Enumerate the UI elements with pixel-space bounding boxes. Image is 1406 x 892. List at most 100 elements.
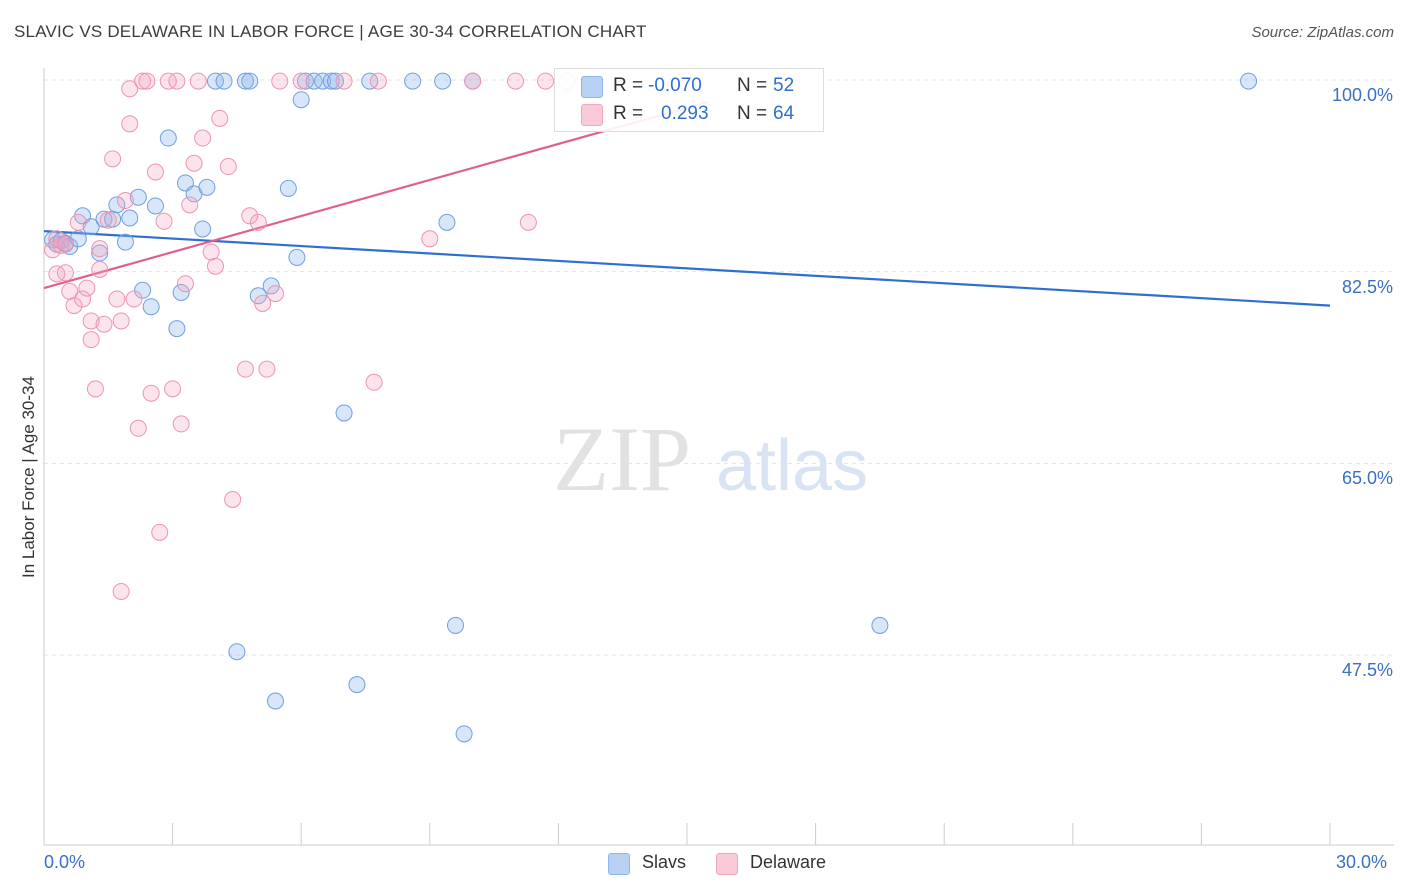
- delaware-point: [172, 415, 190, 433]
- y-axis-title: In Labor Force | Age 30-34: [19, 376, 38, 578]
- delaware-point: [95, 315, 113, 333]
- slavs-point: [322, 72, 340, 90]
- slavs-point: [249, 287, 267, 305]
- delaware-legend-label: Delaware: [750, 852, 827, 872]
- slavs-point: [146, 197, 164, 215]
- slavs-point: [266, 692, 284, 710]
- slavs-n-label: N =: [737, 75, 768, 96]
- slavs-point: [262, 277, 280, 295]
- y-tick-label: 100.0%: [1331, 85, 1393, 105]
- watermark-atlas: atlas: [716, 426, 868, 506]
- slavs-point: [434, 72, 452, 90]
- x-tick-label-max: 30.0%: [1336, 852, 1388, 872]
- slavs-point: [326, 72, 344, 90]
- delaware-r-label: R =: [613, 103, 644, 124]
- delaware-point: [365, 373, 383, 391]
- delaware-points: [44, 72, 576, 600]
- delaware-point: [254, 294, 272, 312]
- delaware-point: [74, 290, 92, 308]
- delaware-n-label: N =: [737, 103, 768, 124]
- delaware-point: [82, 331, 100, 349]
- trend-lines: [43, 100, 1331, 307]
- slavs-point: [335, 404, 353, 422]
- slavs-point: [168, 320, 186, 338]
- delaware-point: [134, 72, 152, 90]
- delaware-point: [146, 163, 164, 181]
- delaware-point: [211, 109, 229, 127]
- delaware-point: [194, 129, 212, 147]
- delaware-point: [202, 243, 220, 261]
- delaware-point: [168, 72, 186, 90]
- slavs-point: [116, 233, 134, 251]
- delaware-point: [421, 230, 439, 248]
- slavs-point: [82, 218, 100, 236]
- delaware-point: [69, 213, 87, 231]
- stats-legend: R = -0.070 N = 52 R = 0.293 N = 64: [554, 68, 824, 132]
- delaware-r-value: 0.293: [661, 103, 709, 124]
- delaware-point: [369, 72, 387, 90]
- delaware-point: [121, 115, 139, 133]
- slavs-point: [438, 213, 456, 231]
- slavs-point: [1240, 72, 1258, 90]
- slavs-point: [129, 188, 147, 206]
- y-tick-label: 47.5%: [1341, 660, 1393, 680]
- legend-row-slavs: R = -0.070 N = 52: [555, 73, 823, 101]
- slavs-point: [134, 281, 152, 299]
- slavs-point: [241, 72, 259, 90]
- slavs-point: [296, 72, 314, 90]
- x-tick-label-min: 0.0%: [44, 852, 86, 872]
- slavs-point: [348, 676, 366, 694]
- delaware-point: [507, 72, 525, 90]
- y-tick-label: 65.0%: [1341, 468, 1393, 489]
- delaware-point: [537, 72, 555, 90]
- delaware-point: [82, 312, 100, 330]
- delaware-point: [258, 360, 276, 378]
- delaware-point: [185, 154, 203, 172]
- delaware-point: [44, 241, 62, 259]
- slavs-point: [288, 248, 306, 266]
- delaware-point: [189, 72, 207, 90]
- slavs-point: [447, 616, 465, 634]
- delaware-point: [91, 260, 109, 278]
- slavs-r-label: R =: [613, 75, 644, 96]
- slavs-n-value: 52: [773, 75, 795, 96]
- chart-title: SLAVIC VS DELAWARE IN LABOR FORCE | AGE …: [14, 22, 647, 41]
- delaware-point: [91, 240, 109, 258]
- delaware-legend-swatch: [716, 853, 738, 875]
- slavs-point: [314, 72, 332, 90]
- slavs-point: [142, 298, 160, 316]
- delaware-point: [56, 235, 74, 253]
- delaware-point: [112, 312, 130, 330]
- slavs-point: [305, 72, 323, 90]
- delaware-point: [104, 150, 122, 168]
- delaware-swatch: [581, 104, 603, 126]
- delaware-point: [86, 380, 104, 398]
- delaware-point: [335, 72, 353, 90]
- slavs-point: [206, 72, 224, 90]
- delaware-point: [48, 265, 66, 283]
- slavs-point: [871, 616, 889, 634]
- delaware-point: [241, 207, 259, 225]
- watermark-zip: ZIP: [553, 408, 691, 510]
- source-label: Source: ZipAtlas.com: [1251, 24, 1394, 41]
- y-tick-label: 82.5%: [1341, 276, 1393, 297]
- delaware-point: [266, 285, 284, 303]
- slavs-point: [194, 220, 212, 238]
- delaware-point: [219, 158, 237, 176]
- slavs-r-value: -0.070: [648, 75, 702, 96]
- delaware-point: [155, 212, 173, 230]
- legend-row-delaware: R = 0.293 N = 64: [555, 101, 823, 129]
- slavs-point: [121, 209, 139, 227]
- slavs-trend-line: [43, 230, 1331, 307]
- delaware-point: [464, 72, 482, 90]
- delaware-point: [108, 290, 126, 308]
- slavs-point: [215, 72, 233, 90]
- delaware-point: [129, 419, 147, 437]
- delaware-point: [224, 490, 242, 508]
- slavs-point: [172, 283, 190, 301]
- slavs-legend-swatch: [608, 853, 630, 875]
- slavs-point: [455, 725, 473, 743]
- delaware-point: [181, 196, 199, 214]
- delaware-point: [138, 72, 156, 90]
